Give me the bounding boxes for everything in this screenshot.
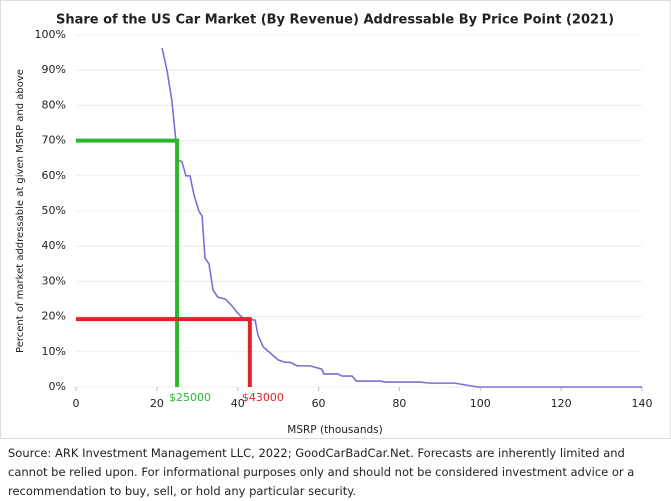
guide-line [76,317,252,387]
guide-label: $25000 [169,391,211,404]
data-line [161,47,642,388]
chart-border [0,0,671,439]
chart-title: Share of the US Car Market (By Revenue) … [56,13,614,28]
x-axis-label: MSRP (thousands) [287,424,382,436]
y-tick-label: 60% [42,169,66,182]
y-tick-label: 90% [42,63,66,76]
y-axis-label: Percent of market addressable at given M… [15,69,26,353]
y-tick-label: 0% [49,380,66,393]
y-tick-label: 40% [42,239,66,252]
x-tick-label: 40 [231,397,245,410]
x-tick-label: 60 [312,397,326,410]
guide-line [76,138,180,387]
y-tick-label: 70% [42,134,66,147]
guide-label: $43000 [242,391,284,404]
chart: Share of the US Car Market (By Revenue) … [0,0,671,439]
y-tick-label: 80% [42,98,66,111]
y-tick-label: 50% [42,204,66,217]
y-tick-label: 10% [42,345,66,358]
y-tick-label: 100% [35,28,66,41]
source-note: Source: ARK Investment Management LLC, 2… [8,446,635,498]
x-tick-label: 140 [632,397,653,410]
y-tick-label: 20% [42,310,66,323]
x-tick-label: 80 [392,397,406,410]
x-tick-label: 100 [470,397,491,410]
x-tick-label: 20 [150,397,164,410]
y-tick-label: 30% [42,274,66,287]
x-tick-label: 120 [551,397,572,410]
x-tick-label: 0 [73,397,80,410]
